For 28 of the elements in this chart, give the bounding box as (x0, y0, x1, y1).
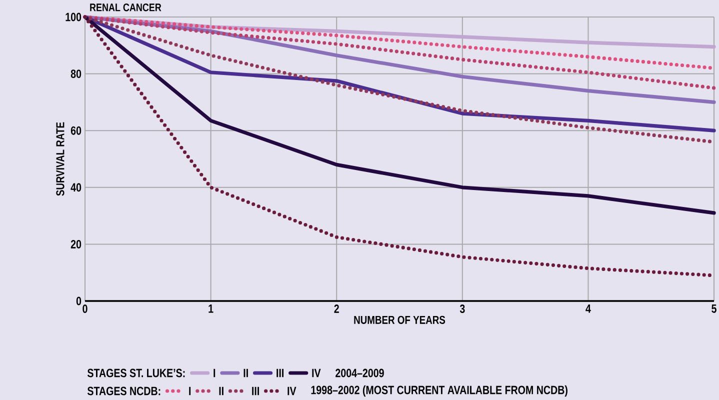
x-tick-label: 5 (712, 304, 716, 313)
legend-label: IV (312, 368, 321, 378)
x-tick-label: 1 (208, 304, 214, 313)
legend-label: IV (288, 386, 296, 396)
text: 1998–2002 (MOST CURRENT AVAILABLE FROM NCDB) (311, 385, 568, 397)
legend-label: II (219, 386, 224, 396)
y-tick-label: 60 (70, 126, 82, 135)
x-tick-label: 0 (82, 304, 88, 313)
legend-label: I (214, 368, 216, 378)
y-tick-label: 100 (66, 12, 82, 22)
y-tick-label: 0 (76, 296, 82, 306)
y-axis-title: SURVIVAL RATE (56, 122, 64, 196)
x-tick-label: 2 (334, 304, 339, 313)
text: STAGES ST. LUKE’S: (87, 368, 185, 378)
y-tick-label: 80 (70, 70, 82, 78)
legend-label: III (252, 386, 259, 396)
y-tick-label: 20 (70, 240, 82, 248)
x-axis-title: NUMBER OF YEARS (354, 316, 446, 324)
legend-label: III (276, 368, 284, 378)
line-series (83, 15, 716, 215)
y-tick-label: 40 (70, 183, 82, 192)
text: STAGES NCDB: (87, 386, 160, 396)
x-tick-label: 3 (460, 304, 465, 314)
x-tick-label: 4 (586, 304, 591, 313)
legend-label: II (244, 368, 248, 378)
legend-label: I (189, 386, 191, 396)
text: 2004–2009 (336, 368, 384, 378)
chart-title: RENAL CANCER (90, 4, 162, 12)
